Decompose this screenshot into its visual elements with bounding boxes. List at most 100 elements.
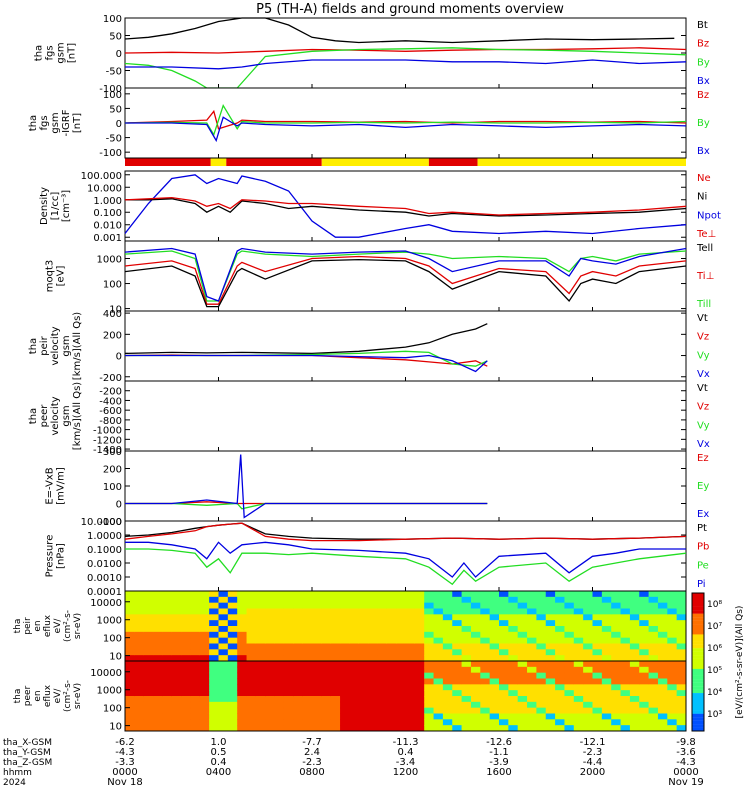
spectrogram-cell — [508, 719, 519, 726]
spectrogram-cell — [358, 643, 369, 650]
spectrogram-cell — [181, 591, 191, 598]
legend-entry: Ez — [697, 453, 709, 464]
spectrogram-cell — [181, 602, 191, 609]
colorbar-cell — [692, 696, 704, 701]
spectrogram-cell — [321, 591, 332, 598]
colorbar-cell — [692, 606, 704, 611]
spectrogram-cell — [358, 719, 369, 726]
spectrogram-cell — [461, 591, 472, 598]
spectrogram-cell — [255, 620, 266, 627]
spectrogram-cell — [461, 655, 472, 662]
spectrogram-cell — [564, 678, 575, 685]
spectrogram-cell — [480, 678, 491, 685]
spectrogram-cell — [620, 655, 631, 662]
spectrogram-cell — [246, 626, 257, 633]
spectrogram-cell — [564, 637, 575, 644]
spectrogram-cell — [461, 626, 472, 633]
spectrogram-cell — [676, 643, 687, 650]
spectrogram-cell — [629, 713, 640, 720]
spectrogram-cell — [629, 631, 640, 639]
spectrogram-cell — [265, 725, 276, 732]
spectrogram-cell — [657, 626, 668, 633]
spectrogram-cell — [442, 620, 453, 627]
spectrogram-cell — [573, 596, 584, 604]
colorbar-cell — [692, 672, 704, 676]
spectrogram-cell — [218, 690, 229, 697]
spectrogram-cell — [340, 713, 350, 720]
spectrogram-cell — [246, 596, 257, 604]
spectrogram-cell — [143, 707, 154, 714]
spectrogram-cell — [545, 602, 556, 609]
spectrogram-cell — [302, 684, 313, 691]
spectrogram-cell — [237, 631, 248, 639]
spectrogram-cell — [283, 696, 294, 703]
spectrogram-cell — [199, 725, 210, 732]
spectrogram-cell — [134, 707, 145, 714]
spectrogram-cell — [143, 596, 154, 604]
spectrogram-cell — [639, 596, 650, 604]
spectrogram-cell — [283, 626, 294, 633]
spectrogram-cell — [648, 719, 659, 726]
spectrogram-cell — [555, 655, 565, 662]
spectrogram-cell — [209, 643, 219, 650]
spectrogram-cell — [676, 672, 687, 679]
spectrogram-cell — [611, 596, 622, 604]
colorbar-cell — [692, 637, 704, 642]
spectrogram-cell — [461, 661, 472, 668]
spectrogram-cell — [405, 643, 416, 650]
spectrogram-cell — [227, 678, 238, 685]
spectrogram-cell — [564, 672, 575, 679]
spectrogram-cell — [489, 637, 500, 644]
spectrogram-cell — [125, 690, 135, 697]
spectrogram-cell — [461, 725, 472, 732]
spectrogram-cell — [555, 690, 565, 697]
spectrogram-cell — [181, 672, 191, 679]
spectrogram-cell — [255, 678, 266, 685]
spectrogram-cell — [209, 614, 219, 621]
spectrogram-cell — [368, 690, 378, 697]
spectrogram-cell — [657, 637, 668, 644]
y-axis-label: [nPa] — [56, 543, 67, 569]
spectrogram-cell — [545, 591, 556, 598]
spectrogram-cell — [386, 608, 397, 615]
spectrogram-cell — [667, 591, 678, 598]
spectrogram-cell — [639, 620, 650, 627]
spectrogram-cell — [442, 707, 453, 714]
x-axis-row-label: tha_Z-GSM — [3, 758, 52, 768]
spectrogram-cell — [564, 725, 575, 732]
spectrogram-cell — [405, 666, 416, 674]
spectrogram-cell — [648, 620, 659, 627]
spectrogram-cell — [601, 666, 612, 674]
spectrogram-cell — [433, 614, 444, 621]
spectrogram-cell — [545, 690, 556, 697]
y-tick-label: 10 — [109, 722, 122, 733]
spectrogram-cell — [499, 614, 509, 621]
spectrogram-cell — [293, 666, 304, 674]
spectrogram-cell — [527, 631, 537, 639]
spectrogram-cell — [489, 696, 500, 703]
state-bar-segment — [321, 158, 429, 166]
spectrogram-cell — [255, 655, 266, 662]
spectrogram-cell — [545, 608, 556, 615]
spectrogram-cell — [340, 725, 350, 732]
spectrogram-cell — [601, 701, 612, 709]
spectrogram-cell — [199, 649, 210, 656]
spectrogram-cell — [639, 690, 650, 697]
y-tick-label: -1400 — [93, 445, 122, 456]
y-tick-label: 1.000 — [93, 196, 122, 207]
spectrogram-cell — [499, 696, 509, 703]
spectrogram-cell — [648, 614, 659, 621]
spectrogram-cell — [564, 643, 575, 650]
spectrogram-cell — [442, 608, 453, 615]
spectrogram-cell — [190, 602, 201, 609]
spectrogram-cell — [237, 678, 248, 685]
spectrogram-cell — [368, 666, 378, 674]
spectrogram-cell — [657, 666, 668, 674]
spectrogram-cell — [125, 725, 135, 732]
spectrogram-cell — [499, 678, 509, 685]
spectrogram-cell — [657, 701, 668, 709]
spectrogram-cell — [405, 661, 416, 668]
spectrogram-cell — [134, 649, 145, 656]
spectrogram-cell — [629, 707, 640, 714]
spectrogram-cell — [358, 690, 369, 697]
